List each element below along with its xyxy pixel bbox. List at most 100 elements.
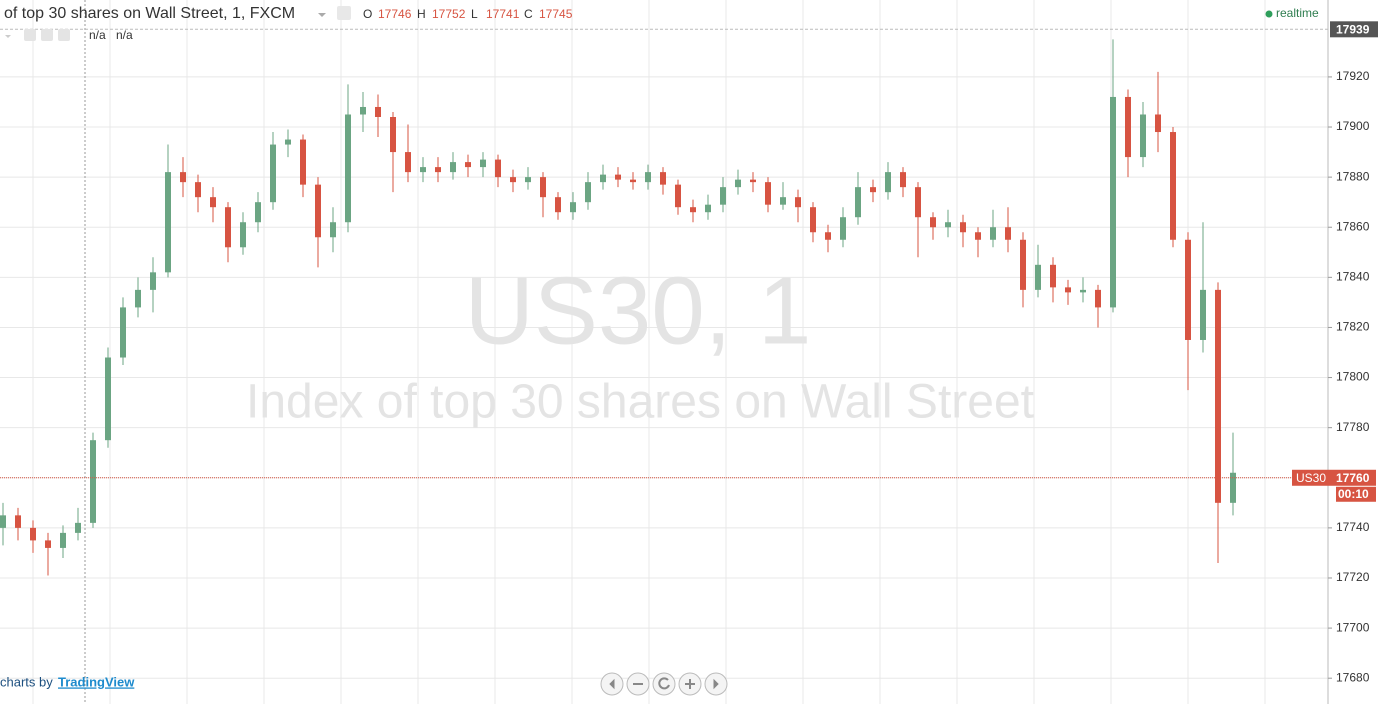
- indicator-button[interactable]: [24, 29, 36, 41]
- ohlc-value: 17741: [486, 7, 520, 21]
- candle-body: [630, 179, 636, 183]
- high-label-bg: [1330, 21, 1378, 38]
- candle-body: [825, 232, 831, 240]
- candle-body: [810, 207, 816, 233]
- candle-body: [300, 139, 306, 185]
- ohlc-label: L: [471, 7, 478, 21]
- candle-body: [135, 289, 141, 308]
- indicator-button[interactable]: [58, 29, 70, 41]
- candle-body: [510, 177, 516, 183]
- candle-body: [870, 187, 876, 193]
- candle-body: [105, 357, 111, 441]
- candle-body: [420, 167, 426, 173]
- candle-body: [660, 172, 666, 185]
- candle-body: [705, 204, 711, 213]
- y-tick-label: 17920: [1336, 69, 1370, 83]
- countdown: 00:10: [1338, 487, 1369, 501]
- symbol-description[interactable]: of top 30 shares on Wall Street, 1, FXCM: [4, 5, 295, 22]
- candle-body: [855, 187, 861, 218]
- ohlc-value: 17746: [378, 7, 412, 21]
- candle-body: [975, 232, 981, 240]
- candle-body: [1080, 289, 1086, 293]
- candle-body: [75, 522, 81, 533]
- navigation-icons: [609, 677, 719, 690]
- candle-body: [315, 184, 321, 238]
- indicator-button[interactable]: [41, 29, 53, 41]
- candle-body: [1170, 132, 1176, 240]
- candle-body: [780, 197, 786, 205]
- watermark-description: Index of top 30 shares on Wall Street: [246, 376, 1034, 429]
- candle-body: [795, 197, 801, 208]
- candle-body: [270, 144, 276, 203]
- candle-body: [285, 139, 291, 145]
- watermark-symbol: US30, 1: [465, 257, 812, 364]
- settings-button[interactable]: [337, 6, 351, 20]
- candle-body: [240, 222, 246, 248]
- indicator-value: n/a: [116, 28, 133, 42]
- candle-body: [1230, 472, 1236, 503]
- candle-body: [1035, 264, 1041, 290]
- plot: [0, 28, 1380, 576]
- ohlc-label: O: [363, 7, 372, 21]
- candle-body: [1200, 289, 1206, 340]
- candle-body: [720, 187, 726, 205]
- candle-body: [330, 222, 336, 238]
- vertical-grid: [32, 0, 1266, 704]
- countdown-bg: [1336, 486, 1376, 502]
- symbol-menu[interactable]: [318, 13, 326, 17]
- candle-body: [945, 222, 951, 228]
- candle-body: [735, 179, 741, 188]
- candle-body: [840, 217, 846, 240]
- candle-body: [1110, 96, 1116, 308]
- candle-body: [345, 114, 351, 223]
- candle-body: [480, 159, 486, 168]
- attribution-prefix: charts by: [0, 674, 53, 689]
- candle-body: [1155, 114, 1161, 133]
- y-tick-label: 17780: [1336, 420, 1370, 434]
- candle-body: [0, 515, 6, 528]
- candle-body: [165, 172, 171, 273]
- candle-body: [990, 227, 996, 240]
- candle-body: [675, 184, 681, 208]
- indicator-menu[interactable]: [5, 35, 11, 38]
- candle-body: [195, 182, 201, 198]
- ohlc-value: 17745: [539, 7, 573, 21]
- y-tick-label: 17680: [1336, 670, 1370, 684]
- candle-body: [885, 172, 891, 193]
- candle-body: [390, 116, 396, 153]
- candle-body: [210, 197, 216, 208]
- y-tick-label: 17720: [1336, 570, 1370, 584]
- y-tick-label: 17700: [1336, 620, 1370, 634]
- candle-body: [1005, 227, 1011, 240]
- candle-body: [1020, 239, 1026, 290]
- candle-body: [615, 174, 621, 180]
- axis-labels: 17680 17700 17720 17740 17760 17780 17800 17820…: [1292, 21, 1378, 684]
- y-tick-label: 17900: [1336, 119, 1370, 133]
- price-axis: [1328, 0, 1380, 704]
- candle-body: [1125, 96, 1131, 158]
- candle-body: [585, 182, 591, 203]
- candle-body: [405, 152, 411, 173]
- candle-body: [60, 532, 66, 548]
- candle-body: [180, 172, 186, 183]
- candle-body: [765, 182, 771, 205]
- candle-body: [600, 174, 606, 183]
- candle-body: [1095, 289, 1101, 308]
- reset-button[interactable]: [652, 672, 676, 696]
- price-label-value: 17760: [1336, 471, 1370, 485]
- y-tick-label: 17840: [1336, 270, 1370, 284]
- candle-body: [1065, 287, 1071, 293]
- candle-body: [360, 106, 366, 115]
- candle-body: [15, 515, 21, 528]
- attribution-link[interactable]: TradingView: [58, 674, 135, 689]
- candle-body: [1215, 289, 1221, 503]
- candle-body: [915, 187, 921, 218]
- y-tick-label: 17800: [1336, 370, 1370, 384]
- candle-body: [435, 167, 441, 173]
- y-tick-label: 17740: [1336, 520, 1370, 534]
- candle-body: [1185, 239, 1191, 340]
- ohlc-label: H: [417, 7, 426, 21]
- high-label: 17939: [1336, 22, 1370, 36]
